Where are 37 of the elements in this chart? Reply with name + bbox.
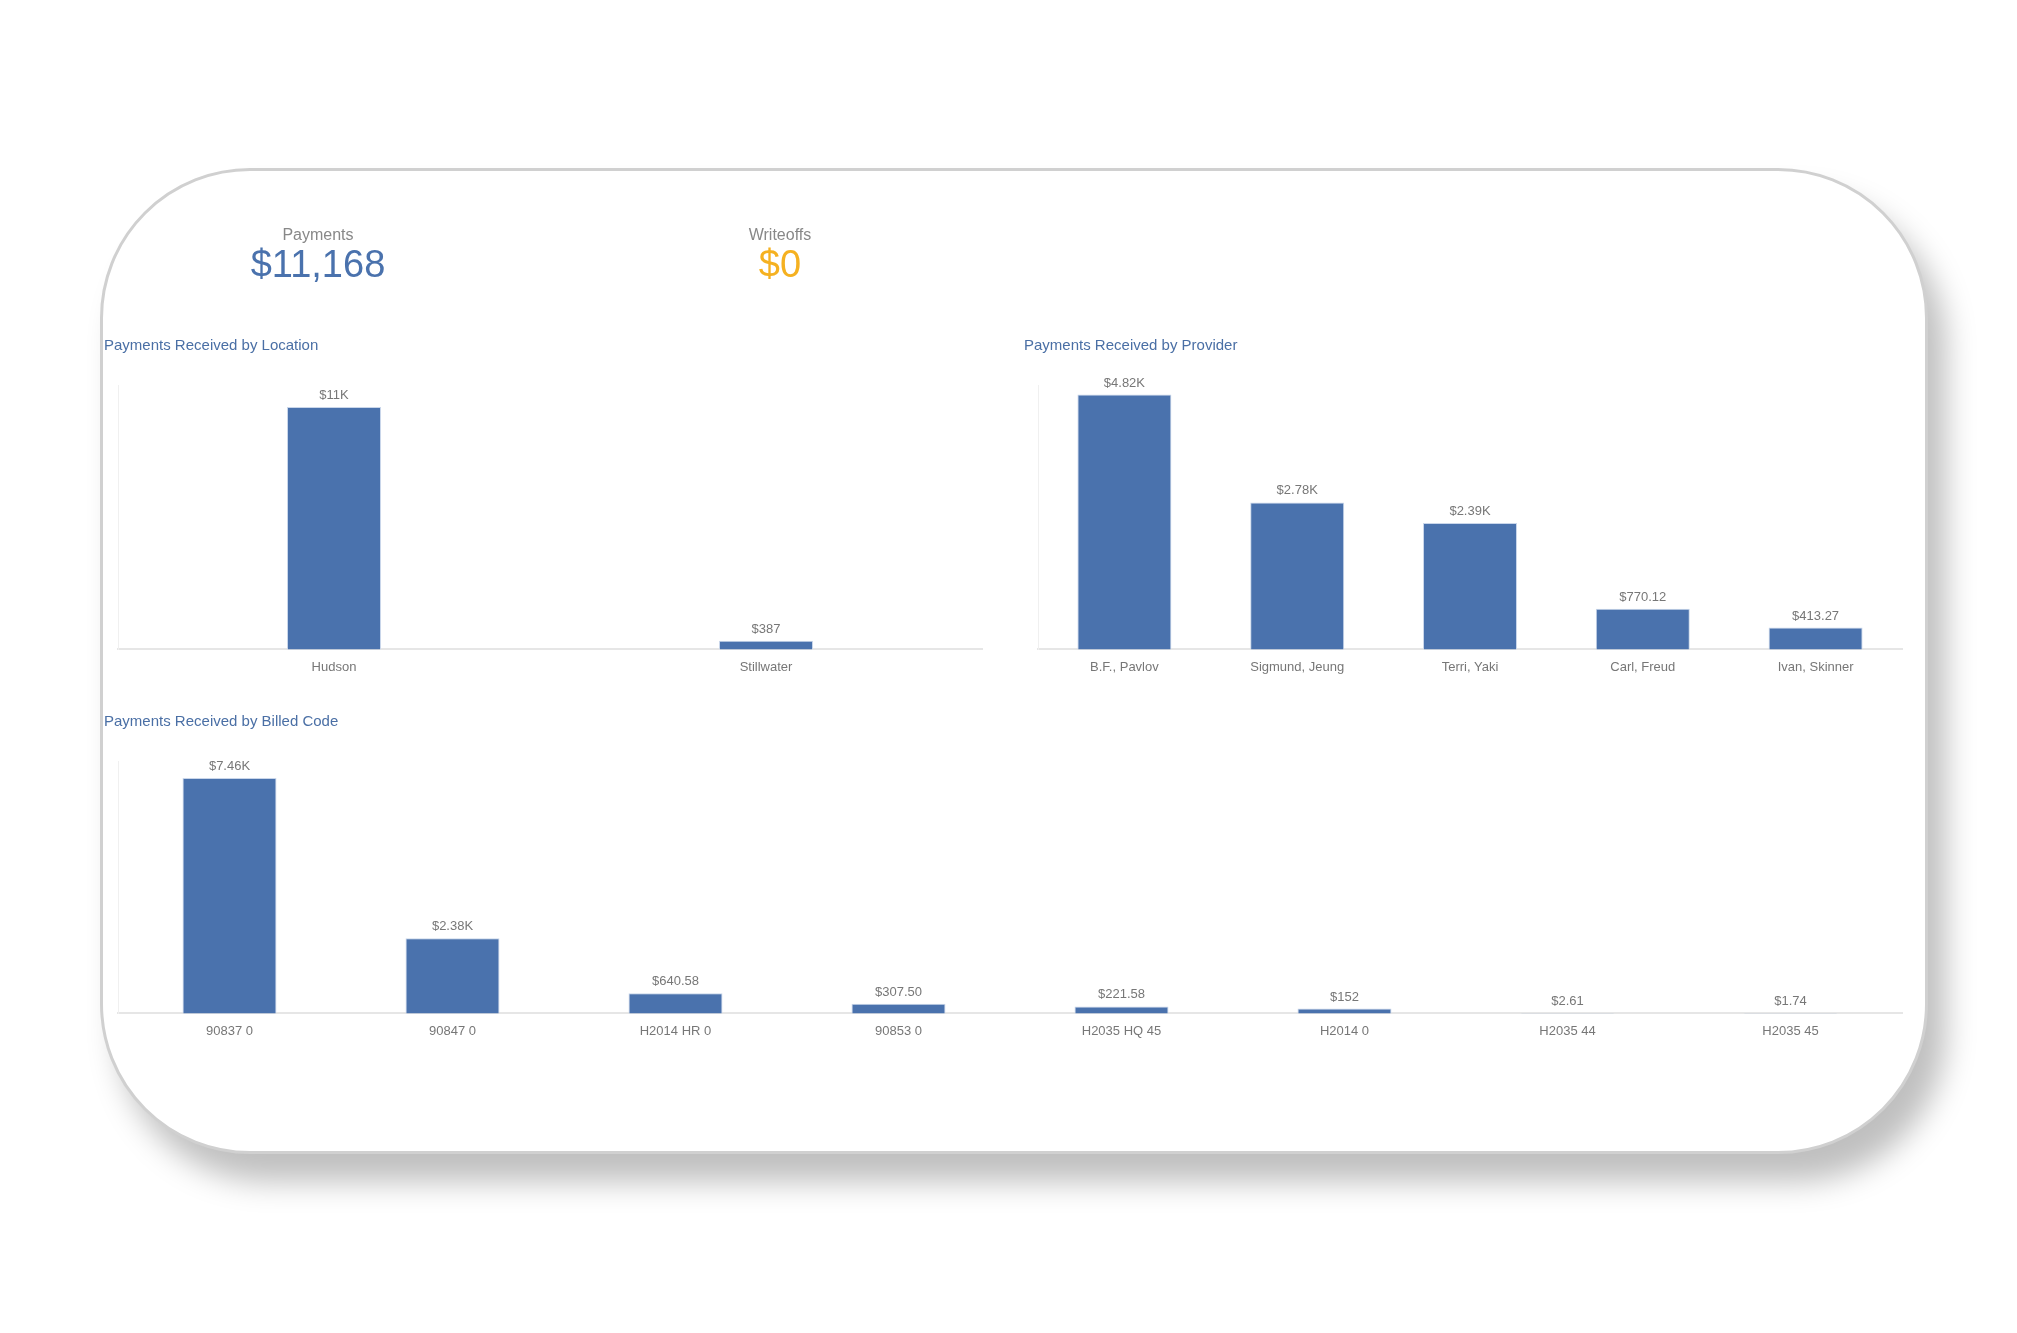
data-label: $152 [1330,988,1359,1004]
x-tick-label: Stillwater [739,658,794,674]
data-label: $387 [751,620,781,636]
data-label: $413.27 [1792,607,1840,623]
x-tick-label: H2035 44 [1539,1022,1596,1038]
x-tick-label: 90847 0 [429,1022,476,1038]
text: Writeoffs [747,226,813,244]
x-tick-label: H2014 0 [1319,1022,1370,1038]
data-label: $770.12 [1619,588,1667,604]
x-tick-label: Carl, Freud [1610,658,1676,674]
x-tick-label: H2014 HR 0 [639,1022,712,1038]
chart-title: Payments Received by Location [104,336,320,353]
x-tick-label: Ivan, Skinner [1777,658,1855,674]
x-tick-label: 90853 0 [875,1022,922,1038]
data-label: $11K [319,387,350,403]
x-tick-label: Hudson [311,658,357,674]
x-tick-label: Terri, Yaki [1441,658,1499,674]
data-label: $2.38K [431,918,474,934]
data-label: $7.46K [208,758,251,774]
x-tick-label: H2035 HQ 45 [1081,1022,1162,1038]
chart-title: Payments Received by Billed Code [104,712,340,729]
data-label: $2.78K [1276,482,1319,498]
data-label: $640.58 [652,973,699,989]
text: $11,168 [249,243,387,285]
x-tick-label: Sigmund, Jeung [1250,658,1345,674]
text: Payments [281,226,355,244]
x-tick-label: B.F., Pavlov [1090,658,1160,674]
x-tick-label: H2035 45 [1762,1022,1819,1038]
x-tick-label: 90837 0 [206,1022,253,1038]
data-label: $221.58 [1098,986,1145,1002]
data-label: $2.61 [1551,993,1584,1009]
data-label: $1.74 [1774,993,1807,1009]
data-label: $307.50 [875,983,922,999]
chart-title: Payments Received by Provider [1024,336,1239,353]
data-label: $2.39K [1449,503,1491,519]
text: $0 [757,243,803,285]
data-label: $4.82K [1103,374,1146,390]
